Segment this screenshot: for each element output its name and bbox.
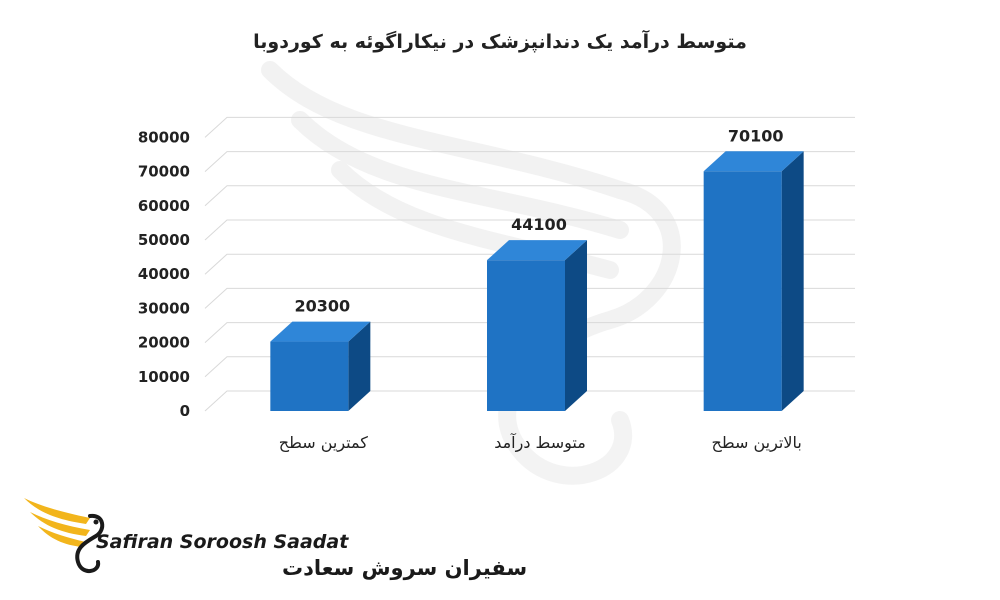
eagle-logo-icon [24, 498, 105, 573]
y-tick-label: 70000 [138, 163, 190, 181]
y-tick-label: 10000 [138, 368, 190, 386]
x-axis: کمترین سطح متوسط درآمد بالاترین سطح [279, 433, 802, 453]
y-tick-label: 30000 [138, 299, 190, 317]
data-label: 70100 [728, 126, 784, 145]
gridline [204, 116, 855, 138]
brand-name-fa: سفیران سروش سعادت [282, 556, 527, 580]
gridline [204, 356, 855, 378]
gridline [204, 253, 855, 275]
y-axis: 0 10000 20000 30000 40000 50000 60000 70000 8000… [138, 128, 190, 420]
gridline [204, 287, 855, 309]
data-labels: 20300 44100 70100 [294, 126, 783, 315]
bars [270, 151, 804, 411]
data-label: 44100 [511, 215, 567, 234]
gridline [204, 151, 855, 172]
y-tick-label: 40000 [138, 265, 190, 283]
category-label: بالاترین سطح [712, 433, 802, 453]
y-tick-label: 50000 [138, 231, 190, 249]
bar [703, 151, 804, 411]
y-tick-label: 80000 [138, 128, 190, 146]
bar [270, 321, 371, 411]
data-label: 20300 [294, 297, 350, 316]
gridline [204, 390, 855, 412]
gridline [204, 185, 855, 207]
chart-title: متوسط درآمد یک دندانپزشک در نیکاراگوئه ب… [253, 29, 747, 53]
bar [487, 240, 587, 411]
category-label: کمترین سطح [279, 433, 368, 453]
y-tick-label: 0 [180, 402, 190, 420]
gridline [204, 219, 855, 241]
eagle-watermark-icon [261, 61, 681, 485]
category-label: متوسط درآمد [494, 433, 586, 453]
gridline [204, 322, 855, 343]
brand-logo: Safiran Soroosh Saadat سفیران سروش سعادت [24, 498, 527, 580]
gridlines [204, 116, 855, 412]
y-tick-label: 20000 [138, 334, 190, 352]
brand-name-en: Safiran Soroosh Saadat [96, 531, 349, 553]
y-tick-label: 60000 [138, 197, 190, 215]
